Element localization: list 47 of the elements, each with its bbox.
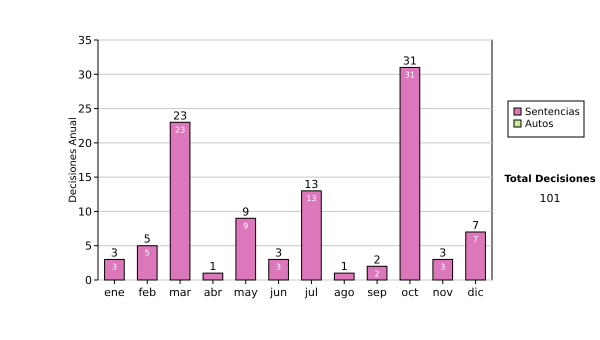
data-label: 2 — [374, 269, 380, 278]
x-tick-label: jun — [269, 286, 288, 299]
data-label: 13 — [306, 194, 317, 203]
total-label: 7 — [472, 219, 480, 232]
x-tick-label: oct — [401, 286, 420, 299]
total-label: 3 — [275, 246, 282, 260]
total-label: 1 — [340, 260, 348, 274]
data-label: 7 — [473, 235, 478, 244]
data-label: 3 — [276, 262, 282, 272]
x-tick-label: may — [234, 286, 258, 299]
x-tick-label: ene — [104, 286, 125, 299]
y-tick-label: 15 — [78, 171, 92, 184]
x-tick-label: jul — [304, 286, 318, 299]
data-label: 5 — [144, 248, 150, 258]
y-tick-label: 5 — [85, 240, 92, 253]
total-label: 13 — [304, 178, 318, 191]
y-tick-label: 30 — [78, 68, 92, 82]
x-tick-label: ago — [334, 286, 355, 299]
total-label: 1 — [209, 260, 216, 274]
y-tick-label: 0 — [85, 274, 92, 287]
y-tick-label: 20 — [78, 136, 92, 150]
x-tick-label: nov — [432, 286, 454, 299]
x-tick-label: mar — [169, 286, 192, 299]
x-tick-label: dic — [468, 286, 484, 299]
y-tick-label: 35 — [78, 34, 92, 47]
total-label: 3 — [439, 246, 446, 260]
x-tick-label: feb — [138, 286, 156, 299]
total-label: 2 — [374, 253, 381, 266]
total-label: 3 — [110, 246, 118, 260]
data-label: 3 — [440, 262, 446, 272]
text: Total Decisiones — [504, 174, 596, 185]
total-label: 5 — [144, 232, 151, 246]
legend-label: Sentencias — [525, 107, 580, 118]
data-label: 31 — [404, 70, 416, 80]
data-label: 9 — [243, 221, 248, 230]
legend-label: Autos — [525, 119, 554, 130]
y-tick-label: 10 — [78, 205, 92, 218]
y-tick-label: 25 — [78, 102, 92, 116]
x-tick-label: abr — [204, 286, 223, 299]
x-tick-label: sep — [367, 286, 387, 299]
total-label: 9 — [242, 205, 250, 218]
total-label: 31 — [402, 54, 417, 68]
y-axis-title: Decisiones Anual — [68, 117, 79, 203]
data-label: 3 — [112, 262, 117, 272]
total-label: 23 — [173, 109, 188, 122]
text: 101 — [540, 192, 560, 205]
data-label: 23 — [174, 125, 186, 134]
